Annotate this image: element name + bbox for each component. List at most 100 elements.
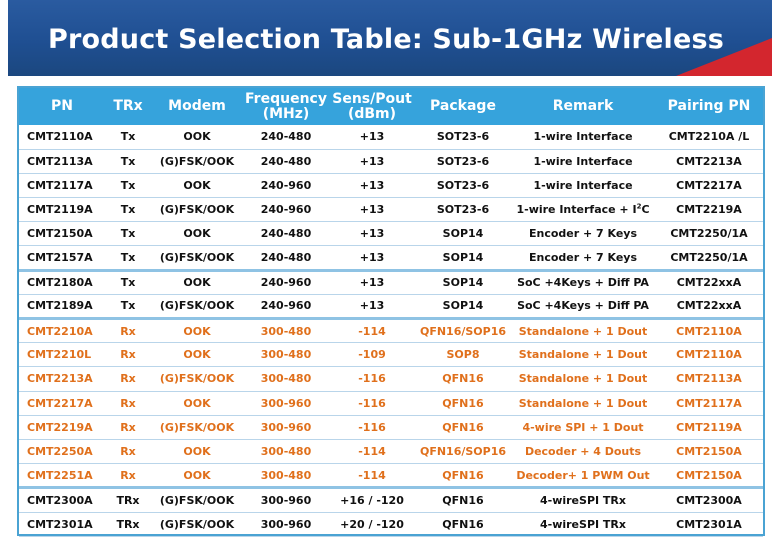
cell-pairing-pn: CMT2250/1A: [670, 251, 748, 265]
cell-pn: CMT2210L: [27, 348, 92, 362]
cell-frequency: 300-480: [260, 348, 312, 362]
cell-remark: Encoder + 7 Keys: [528, 251, 638, 265]
table-row: CMT2189A Tx (G)FSK/OOK 240-960 +13 SOP14 SoC +…: [19, 294, 763, 319]
cell-pn: CMT2150A: [27, 227, 93, 241]
cell-sens-pout: +13: [359, 227, 385, 241]
table-row: CMT2213A Rx (G)FSK/OOK 300-480 -116 QFN16 Stan…: [19, 367, 763, 392]
cell-package: SOP8: [446, 348, 480, 362]
cell-remark: Standalone + 1 Dout: [518, 324, 648, 338]
cell-trx: Tx: [120, 251, 136, 265]
cell-package: QFN16: [442, 517, 484, 531]
cell-sens-pout: +13: [359, 251, 385, 265]
cell-remark: 4-wire SPI + 1 Dout: [522, 420, 644, 434]
cell-pairing-pn: CMT2110A: [676, 324, 742, 338]
cell-pairing-pn: CMT2217A: [676, 178, 742, 192]
cell-sens-pout: -116: [358, 372, 386, 386]
table-row: CMT2251A Rx OOK 300-480 -114 QFN16 Decoder+ 1 …: [19, 464, 763, 488]
cell-package: QFN16: [442, 468, 484, 482]
cell-trx: Tx: [120, 276, 136, 290]
cell-modem: OOK: [183, 468, 211, 482]
cell-modem: (G)FSK/OOK: [159, 517, 235, 531]
cell-frequency: 240-960: [260, 299, 312, 313]
cell-pn: CMT2250A: [27, 445, 93, 459]
cell-package: SOT23-6: [436, 178, 490, 192]
cell-sens-pout: -116: [358, 396, 386, 410]
cell-pairing-pn: CMT2150A: [676, 468, 742, 482]
cell-pn: CMT2119A: [27, 203, 93, 217]
cell-pn: CMT2113A: [27, 154, 93, 168]
cell-pn: CMT2213A: [27, 372, 93, 386]
cell-sens-pout: +13: [359, 276, 385, 290]
cell-package: QFN16/SOP16: [419, 445, 507, 459]
cell-trx: Rx: [120, 396, 136, 410]
cell-pairing-pn: CMT2219A: [676, 203, 742, 217]
cell-package: SOP14: [442, 299, 484, 313]
cell-pairing-pn: CMT2113A: [676, 372, 742, 386]
cell-sens-pout: -109: [358, 348, 386, 362]
cell-trx: Tx: [120, 299, 136, 313]
cell-remark: SoC +4Keys + Diff PA: [517, 276, 649, 290]
cell-trx: Rx: [120, 324, 136, 338]
cell-pn: CMT2157A: [27, 251, 93, 265]
cell-trx: Tx: [120, 178, 136, 192]
cell-remark: SoC +4Keys + Diff PA: [517, 299, 649, 313]
cell-trx: TRx: [116, 517, 140, 531]
cell-frequency: 240-480: [260, 227, 312, 241]
product-selection-table: PN TRx Modem Frequency (MHz) Sens/Pout (dB…: [17, 86, 765, 537]
cell-frequency: 240-960: [260, 178, 312, 192]
cell-package: SOT23-6: [436, 130, 490, 144]
column-header-remark: Remark: [552, 98, 614, 114]
cell-pn: CMT2180A: [27, 276, 93, 290]
cell-pairing-pn: CMT2300A: [676, 493, 742, 507]
table-row: CMT2210A Rx OOK 300-480 -114 QFN16/SOP16 Stand…: [19, 319, 763, 343]
cell-pn: CMT2189A: [27, 299, 93, 313]
cell-frequency: 240-960: [260, 276, 312, 290]
cell-trx: TRx: [116, 493, 140, 507]
cell-package: SOP14: [442, 227, 484, 241]
cell-pairing-pn: CMT2210A /L: [668, 130, 750, 144]
banner-accent: [676, 38, 772, 76]
table-row: CMT2300A TRx (G)FSK/OOK 300-960 +16 / -120 QF…: [19, 488, 763, 512]
cell-pairing-pn: CMT2250/1A: [670, 227, 748, 241]
cell-remark: Standalone + 1 Dout: [518, 396, 648, 410]
title-banner: Product Selection Table: Sub-1GHz Wirele…: [8, 0, 772, 76]
table-row: CMT2113A Tx (G)FSK/OOK 240-480 +13 SOT23-6 1-w…: [19, 149, 763, 174]
cell-frequency: 300-480: [260, 468, 312, 482]
cell-sens-pout: -114: [358, 324, 386, 338]
cell-trx: Tx: [120, 227, 136, 241]
table-row: CMT2150A Tx OOK 240-480 +13 SOP14 Encoder + 7 …: [19, 222, 763, 246]
cell-package: SOT23-6: [436, 154, 490, 168]
cell-pairing-pn: CMT2119A: [676, 420, 742, 434]
cell-trx: Rx: [120, 348, 136, 362]
table-row: CMT2117A Tx OOK 240-960 +13 SOT23-6 1-wire Int…: [19, 173, 763, 198]
cell-modem: OOK: [183, 396, 211, 410]
table-row: CMT2180A Tx OOK 240-960 +13 SOP14 SoC +4Keys +…: [19, 270, 763, 295]
cell-pn: CMT2251A: [27, 468, 93, 482]
table-row: CMT2250A Rx OOK 300-480 -114 QFN16/SOP16 Decod…: [19, 439, 763, 464]
cell-pn: CMT2219A: [27, 420, 93, 434]
cell-remark: 1-wire Interface: [533, 130, 633, 144]
cell-trx: Tx: [120, 130, 136, 144]
cell-frequency: 300-960: [260, 493, 312, 507]
cell-frequency: 300-960: [260, 420, 312, 434]
cell-modem: OOK: [183, 348, 211, 362]
cell-sens-pout: +20 / -120: [340, 517, 404, 531]
cell-trx: Tx: [120, 154, 136, 168]
cell-frequency: 300-480: [260, 445, 312, 459]
table-row: CMT2119A Tx (G)FSK/OOK 240-960 +13 SOT23-6 1-w…: [19, 198, 763, 222]
column-header-pairing-pn: Pairing PN: [667, 98, 751, 114]
cell-remark: 1-wire Interface: [533, 178, 633, 192]
cell-pn: CMT2110A: [27, 130, 93, 144]
cell-modem: (G)FSK/OOK: [159, 420, 235, 434]
cell-pn: CMT2117A: [27, 178, 93, 192]
cell-modem: (G)FSK/OOK: [159, 299, 235, 313]
cell-remark: 4-wireSPI TRx: [539, 517, 626, 531]
cell-trx: Rx: [120, 468, 136, 482]
column-header-modem: Modem: [168, 98, 226, 114]
cell-modem: (G)FSK/OOK: [159, 372, 235, 386]
table-row: CMT2219A Rx (G)FSK/OOK 300-960 -116 QFN16 4-wi…: [19, 415, 763, 440]
cell-modem: OOK: [183, 227, 211, 241]
table-row: CMT2210L Rx OOK 300-480 -109 SOP8 Standalone +…: [19, 343, 763, 367]
cell-package: QFN16/SOP16: [419, 324, 507, 338]
cell-modem: OOK: [183, 130, 211, 144]
